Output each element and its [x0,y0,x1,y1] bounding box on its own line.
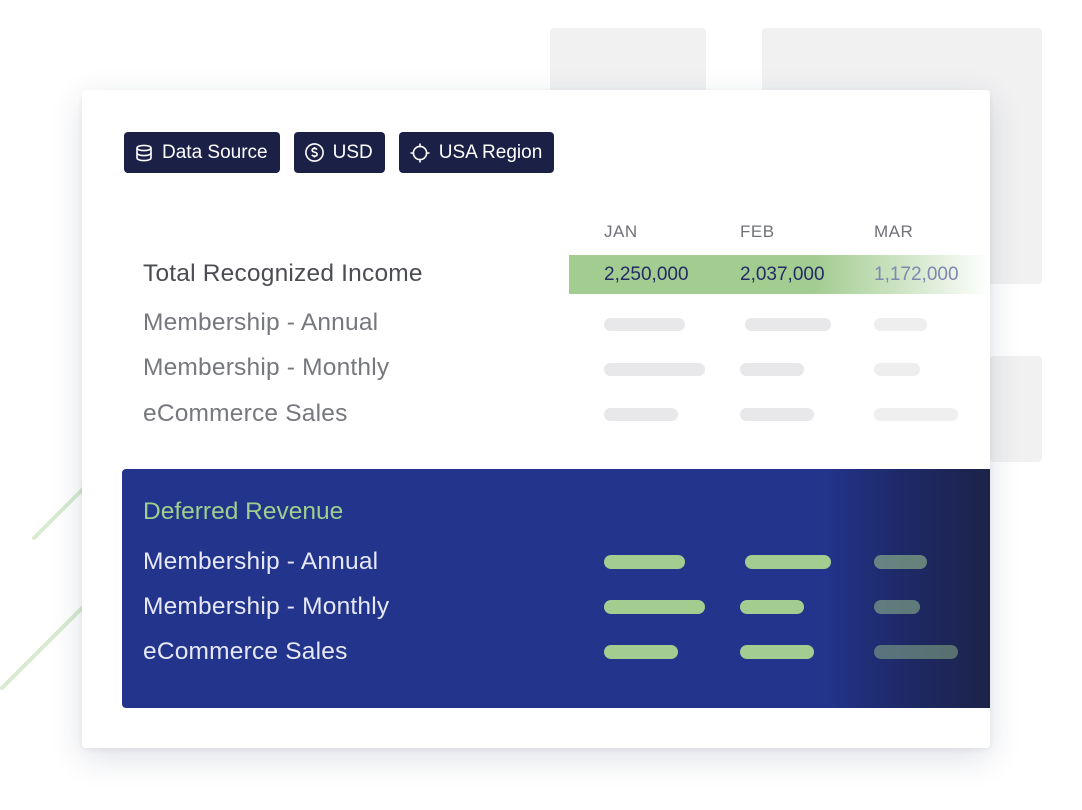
deferred-row-label: eCommerce Sales [143,638,348,665]
placeholder-bar [874,363,920,376]
currency-label: USD [332,141,373,163]
placeholder-bar [874,408,958,421]
month-header-mar: MAR [874,222,914,241]
income-row-label: Membership - Monthly [143,354,390,381]
total-income-feb: 2,037,000 [740,264,825,285]
placeholder-bar [874,318,927,331]
placeholder-bar [740,363,804,376]
background-block [550,28,706,98]
month-header-feb: FEB [740,222,775,241]
crosshair-icon [410,143,430,162]
placeholder-bar [604,318,685,331]
income-row-label: eCommerce Sales [143,400,348,427]
deferred-value-bar [604,645,678,659]
deferred-row-label: Membership - Monthly [143,593,390,620]
deferred-value-bar [740,645,814,659]
month-header-jan: JAN [604,222,638,241]
income-report-card: Data Source USD USA Region JAN FEB MAR [82,90,990,748]
deferred-revenue-panel: Deferred Revenue Membership - Annual Mem… [122,469,990,708]
deferred-value-bar [604,555,685,569]
deferred-value-bar [874,600,920,614]
total-income-jan: 2,250,000 [604,264,689,285]
placeholder-bar [745,318,831,331]
placeholder-bar [604,363,705,376]
dollar-circle-icon [304,143,324,162]
deferred-value-bar [604,600,705,614]
income-row-label: Membership - Annual [143,309,379,336]
deferred-value-bar [740,600,804,614]
database-icon [136,144,152,161]
deferred-value-bar [874,555,927,569]
data-source-chip[interactable]: Data Source [124,132,280,173]
region-label: USA Region [438,141,543,163]
background-block [990,356,1042,462]
filter-chips: Data Source USD USA Region [124,132,568,173]
total-income-label: Total Recognized Income [143,260,423,287]
deferred-revenue-title: Deferred Revenue [143,498,344,525]
deferred-value-bar [745,555,831,569]
deferred-value-bar [874,645,958,659]
total-income-mar: 1,172,000 [874,264,959,285]
placeholder-bar [740,408,814,421]
data-source-label: Data Source [162,141,268,163]
total-income-highlight-bar [569,255,990,294]
placeholder-bar [604,408,678,421]
region-chip[interactable]: USA Region [398,132,555,173]
currency-chip[interactable]: USD [293,132,385,173]
deferred-row-label: Membership - Annual [143,548,379,575]
